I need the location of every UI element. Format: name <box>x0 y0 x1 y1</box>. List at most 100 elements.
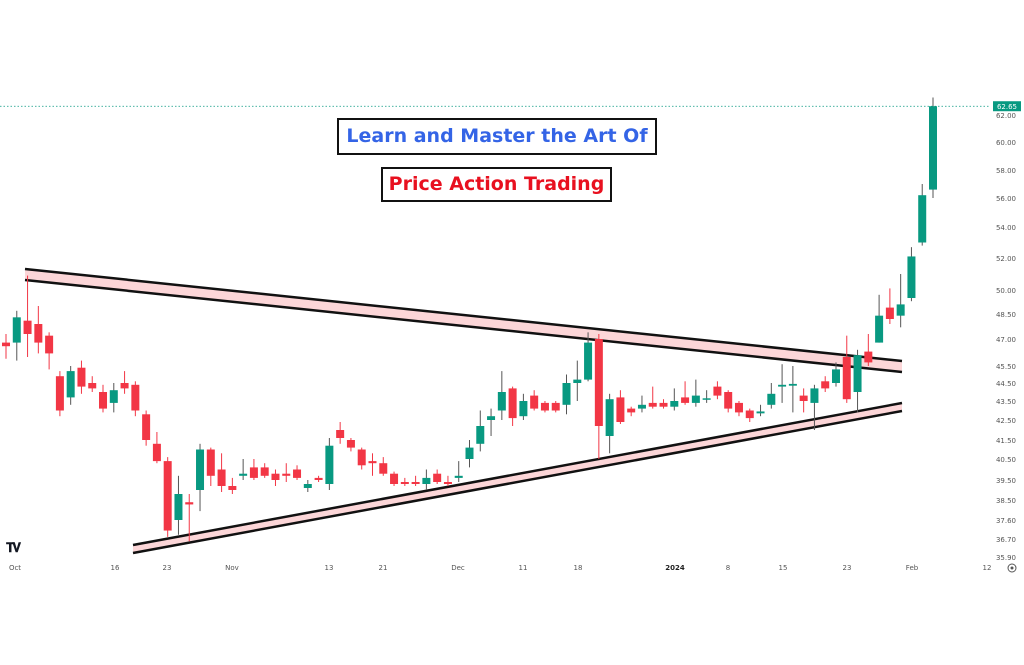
candle-up <box>573 379 582 383</box>
y-tick-label: 38.50 <box>996 497 1016 505</box>
candle-down <box>864 351 873 363</box>
candle-up <box>767 393 776 405</box>
y-tick-label: 56.00 <box>996 195 1016 203</box>
candle-down <box>45 335 54 354</box>
candle-up <box>670 401 679 407</box>
candle-down <box>433 473 442 482</box>
candle-down <box>271 473 280 480</box>
candle-up <box>325 445 334 484</box>
candle-down <box>152 443 161 462</box>
tradingview-logo[interactable]: 𝐓𝐕 <box>6 541 21 556</box>
y-tick-label: 43.50 <box>996 398 1016 406</box>
candle-down <box>314 477 323 480</box>
candle-up <box>562 383 571 405</box>
candle-down <box>734 402 743 413</box>
x-tick-label: Nov <box>225 564 239 572</box>
x-tick-label: 18 <box>574 564 583 572</box>
y-tick-label: 39.50 <box>996 477 1016 485</box>
candle-up <box>788 383 797 386</box>
candle-down <box>346 440 355 448</box>
candle-down <box>681 397 690 403</box>
candle-up <box>875 315 884 343</box>
x-tick-label: 2024 <box>665 564 685 572</box>
candle-down <box>206 449 215 476</box>
candle-down <box>23 320 32 334</box>
candle-down <box>2 342 10 347</box>
candle-up <box>929 106 937 190</box>
candle-up <box>454 475 463 478</box>
candle-up <box>778 384 787 387</box>
candle-up <box>239 473 248 476</box>
x-tick-label: 21 <box>379 564 388 572</box>
x-tick-label: 23 <box>163 564 172 572</box>
resistance-channel-bottom-line <box>24 278 903 374</box>
candle-up <box>497 392 506 411</box>
support-channel-top-line <box>132 401 903 547</box>
candle-up <box>637 404 646 409</box>
resistance-channel-fill <box>25 269 902 372</box>
candle-down <box>120 383 129 389</box>
x-tick-label: 8 <box>726 564 730 572</box>
candle-down <box>627 408 636 413</box>
x-tick-label: Oct <box>9 564 21 572</box>
candle-down <box>357 449 366 466</box>
candle-down <box>217 469 226 486</box>
y-tick-label: 44.50 <box>996 380 1016 388</box>
candle-up <box>109 390 118 403</box>
candle-up <box>756 411 765 414</box>
candle-down <box>885 307 894 319</box>
x-tick-label: 11 <box>519 564 528 572</box>
candle-down <box>713 386 722 396</box>
x-tick-label: 23 <box>843 564 852 572</box>
candle-up <box>584 342 593 380</box>
candle-down <box>282 473 291 476</box>
candle-down <box>724 392 733 409</box>
candle-up <box>519 401 528 417</box>
last-price-label: 62.65 <box>997 103 1017 111</box>
candle-down <box>551 402 560 411</box>
candle-down <box>34 324 43 343</box>
y-tick-label: 58.00 <box>996 167 1016 175</box>
candle-down <box>163 461 172 531</box>
candle-up <box>465 447 474 459</box>
candle-down <box>616 397 625 422</box>
resistance-channel-top-line <box>24 267 903 363</box>
candle-down <box>88 383 97 389</box>
candle-up <box>605 399 614 436</box>
candle-down <box>842 357 851 400</box>
candle-down <box>821 381 830 389</box>
y-tick-label: 37.60 <box>996 517 1016 525</box>
gear-icon[interactable] <box>1007 563 1017 573</box>
candle-down <box>368 461 377 464</box>
candle-down <box>390 473 399 484</box>
y-tick-label: 47.00 <box>996 336 1016 344</box>
candle-down <box>540 402 549 411</box>
title-line-1: Learn and Master the Art Of <box>337 118 657 155</box>
x-tick-label: 16 <box>111 564 120 572</box>
y-tick-label: 35.90 <box>996 554 1016 562</box>
candle-down <box>530 395 539 409</box>
candle-up <box>918 195 927 243</box>
y-tick-label: 48.50 <box>996 311 1016 319</box>
x-tick-label: Dec <box>451 564 465 572</box>
y-tick-label: 45.50 <box>996 363 1016 371</box>
candle-up <box>896 304 905 316</box>
y-tick-label: 50.00 <box>996 287 1016 295</box>
candle-down <box>594 339 603 426</box>
y-tick-label: 40.50 <box>996 456 1016 464</box>
candle-down <box>508 388 517 419</box>
y-tick-label: 42.50 <box>996 417 1016 425</box>
y-tick-label: 36.70 <box>996 536 1016 544</box>
candle-down <box>185 502 194 505</box>
y-tick-label: 52.00 <box>996 255 1016 263</box>
candle-down <box>55 376 64 411</box>
candle-down <box>400 482 409 484</box>
candle-down <box>142 414 151 440</box>
x-tick-label: 15 <box>779 564 788 572</box>
candle-down <box>99 392 108 409</box>
y-tick-label: 62.00 <box>996 112 1016 120</box>
candle-up <box>907 256 916 298</box>
last-price-badge <box>993 101 1021 112</box>
title-line-2: Price Action Trading <box>381 167 612 202</box>
